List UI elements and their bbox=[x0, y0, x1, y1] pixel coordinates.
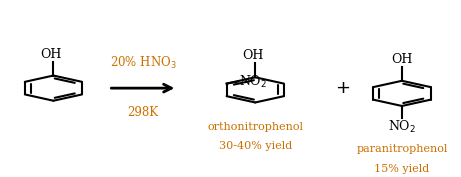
Text: NO$_2$: NO$_2$ bbox=[239, 73, 267, 90]
Text: 298K: 298K bbox=[127, 106, 159, 119]
Text: OH: OH bbox=[41, 48, 62, 61]
Text: OH: OH bbox=[242, 49, 264, 62]
Text: orthonitrophenol: orthonitrophenol bbox=[207, 122, 303, 132]
Text: 20% HNO$_3$: 20% HNO$_3$ bbox=[110, 55, 176, 71]
Text: NO$_2$: NO$_2$ bbox=[388, 119, 416, 135]
Text: 15% yield: 15% yield bbox=[374, 164, 430, 174]
Text: OH: OH bbox=[391, 53, 413, 66]
Text: 30-40% yield: 30-40% yield bbox=[219, 141, 292, 151]
Text: +: + bbox=[335, 79, 350, 97]
Text: paranitrophenol: paranitrophenol bbox=[356, 144, 448, 155]
